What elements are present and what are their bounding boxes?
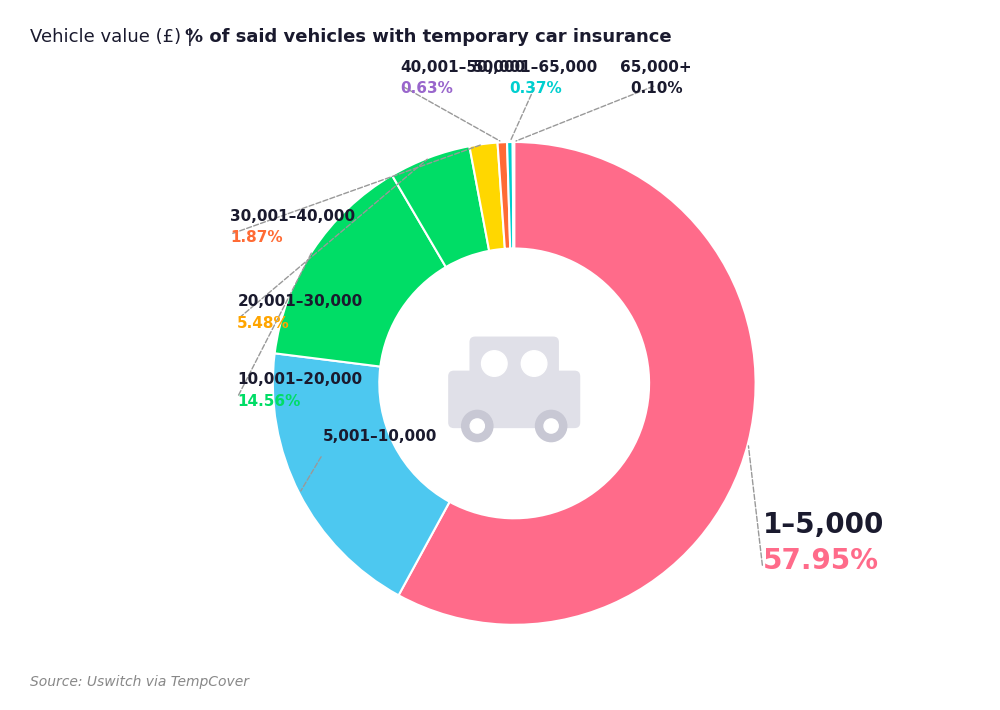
Text: 0.63%: 0.63%	[401, 81, 453, 97]
Text: 57.95%: 57.95%	[763, 547, 879, 575]
Text: 20,001–30,000: 20,001–30,000	[237, 294, 363, 310]
Wedge shape	[273, 354, 450, 595]
Circle shape	[462, 410, 493, 442]
Circle shape	[482, 351, 507, 376]
Text: 0.10%: 0.10%	[630, 81, 683, 97]
FancyBboxPatch shape	[448, 371, 580, 428]
FancyBboxPatch shape	[469, 337, 559, 383]
Wedge shape	[507, 142, 513, 248]
Wedge shape	[275, 175, 446, 366]
Wedge shape	[399, 142, 756, 625]
Circle shape	[544, 419, 558, 433]
Text: 19.04%: 19.04%	[322, 450, 386, 466]
Circle shape	[470, 419, 484, 433]
Wedge shape	[513, 142, 514, 248]
Text: 10,001–20,000: 10,001–20,000	[237, 372, 362, 388]
Text: 65,000+: 65,000+	[620, 60, 692, 75]
Circle shape	[521, 351, 547, 376]
Text: 5,001–10,000: 5,001–10,000	[322, 429, 437, 444]
Circle shape	[536, 410, 567, 442]
Text: Vehicle value (£) |: Vehicle value (£) |	[30, 28, 199, 46]
Text: 30,001–40,000: 30,001–40,000	[230, 209, 355, 224]
Text: 40,001–50,000: 40,001–50,000	[401, 60, 526, 75]
Wedge shape	[469, 143, 505, 251]
Text: 1–5,000: 1–5,000	[763, 511, 884, 540]
Text: 1.87%: 1.87%	[230, 230, 283, 246]
Wedge shape	[392, 146, 489, 267]
Wedge shape	[498, 142, 510, 248]
Text: 14.56%: 14.56%	[237, 393, 301, 409]
Text: 5.48%: 5.48%	[237, 315, 290, 331]
Text: Source: Uswitch via TempCover: Source: Uswitch via TempCover	[30, 674, 249, 689]
Text: 0.37%: 0.37%	[509, 81, 562, 97]
Text: % of said vehicles with temporary car insurance: % of said vehicles with temporary car in…	[185, 28, 672, 46]
Text: 50,001–65,000: 50,001–65,000	[473, 60, 598, 75]
